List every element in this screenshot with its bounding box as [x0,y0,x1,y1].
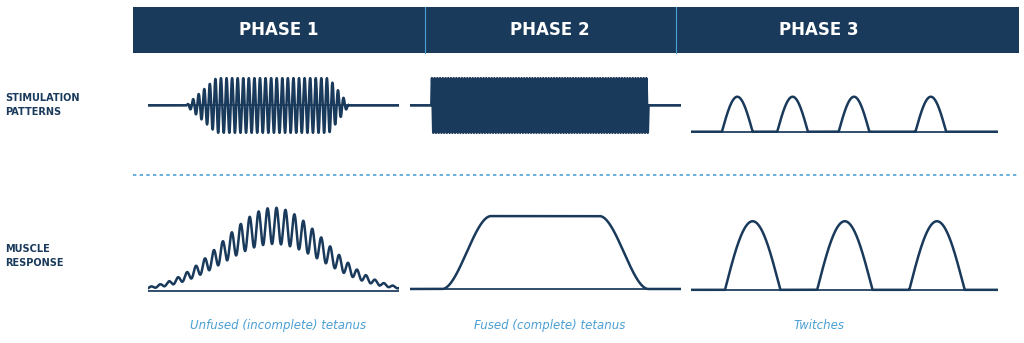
Text: PHASE 2: PHASE 2 [510,21,590,39]
Text: PHASE 3: PHASE 3 [779,21,859,39]
Text: PHASE 1: PHASE 1 [239,21,318,39]
Text: Unfused (incomplete) tetanus: Unfused (incomplete) tetanus [190,319,367,332]
Bar [133,7,1019,53]
Text: STIMULATION
PATTERNS: STIMULATION PATTERNS [5,93,80,117]
Text: Fused (complete) tetanus: Fused (complete) tetanus [474,319,626,332]
Text: Twitches: Twitches [794,319,845,332]
Text: MUSCLE
RESPONSE: MUSCLE RESPONSE [5,244,63,268]
